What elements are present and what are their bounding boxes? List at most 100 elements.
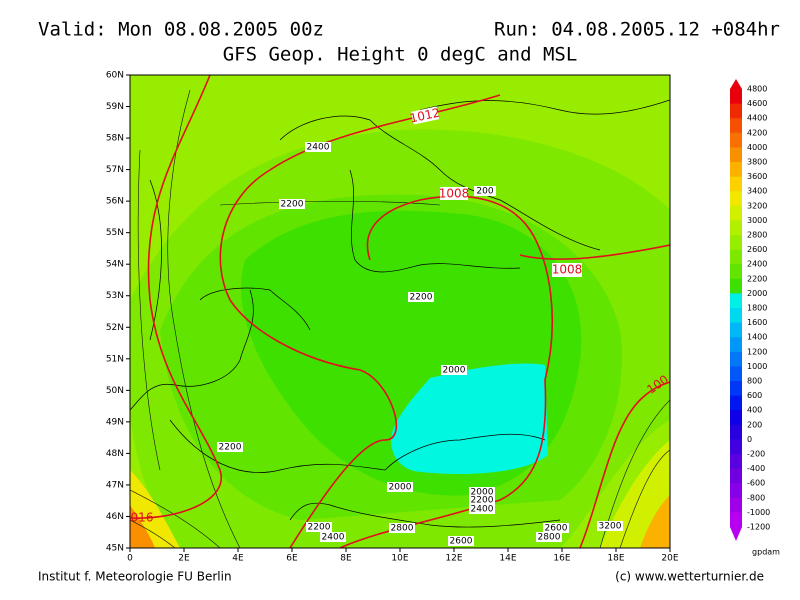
colorbar-label: 4000 xyxy=(747,143,767,152)
colorbar-label: 200 xyxy=(747,420,762,429)
height-label: 2200 xyxy=(219,443,242,453)
height-label: 2800 xyxy=(391,524,414,534)
colorbar-label: 400 xyxy=(747,406,762,415)
colorbar-segment xyxy=(730,235,742,251)
colorbar-segment xyxy=(730,483,742,499)
colorbar-label: 2000 xyxy=(747,289,767,298)
height-contours xyxy=(130,89,670,548)
coastlines xyxy=(130,99,670,528)
colorbar-segment xyxy=(730,337,742,353)
lon-label: 4E xyxy=(232,554,244,564)
colorbar-segment xyxy=(730,366,742,382)
label-box xyxy=(440,187,468,200)
colorbar-label: 1800 xyxy=(747,304,767,313)
colorbar-label: 3800 xyxy=(747,158,767,167)
height-label: 2400 xyxy=(307,143,330,153)
lat-label: 53N xyxy=(106,291,124,301)
height-label: 2400 xyxy=(471,505,494,515)
pressure-label: 1008 xyxy=(439,187,470,201)
lat-label: 48N xyxy=(106,449,124,459)
colorbar-segment xyxy=(730,395,742,411)
pressure-label: 016 xyxy=(131,511,154,525)
lon-label: 20E xyxy=(661,554,678,564)
colorbar-label: 3000 xyxy=(747,216,767,225)
lat-label: 60N xyxy=(106,71,124,81)
colorbar-segment xyxy=(730,293,742,309)
lon-label: 0 xyxy=(127,554,133,564)
colorbar-top-arrow xyxy=(730,79,742,89)
colorbar-segment xyxy=(730,497,742,513)
height-label-boxes xyxy=(217,142,623,546)
height-label: 2200 xyxy=(308,523,331,533)
lat-label: 57N xyxy=(106,165,124,175)
map-title: GFS Geop. Height 0 degC and MSL xyxy=(223,44,578,66)
lon-label: 6E xyxy=(286,554,298,564)
colorbar-segment xyxy=(730,322,742,338)
colorbar-label: 3600 xyxy=(747,172,767,181)
lat-label: 59N xyxy=(106,102,124,112)
colorbar-label: -1200 xyxy=(747,523,770,532)
height-label: 3200 xyxy=(599,522,622,532)
height-label: 2200 xyxy=(410,293,433,303)
height-label: 2600 xyxy=(545,524,568,534)
height-label: 200 xyxy=(476,187,493,197)
lon-label: 18E xyxy=(607,554,624,564)
lon-label: 14E xyxy=(499,554,516,564)
colorbar-segment xyxy=(730,454,742,470)
valid-time: Valid: Mon 08.08.2005 00z xyxy=(38,19,324,41)
colorbar-segment xyxy=(730,278,742,294)
height-label: 2600 xyxy=(450,537,473,547)
colorbar-label: 600 xyxy=(747,391,762,400)
height-label: 2000 xyxy=(443,366,466,376)
colorbar-label: 1400 xyxy=(747,333,767,342)
colorbar-unit: gpdam xyxy=(752,548,780,557)
height-label: 2000 xyxy=(471,488,494,498)
colorbar-label: 1200 xyxy=(747,347,767,356)
colorbar-segment xyxy=(730,264,742,280)
colorbar-label: -200 xyxy=(747,450,765,459)
lat-label: 45N xyxy=(106,544,124,554)
colorbar-segment xyxy=(730,147,742,163)
footer-copyright: (c) www.wetterturnier.de xyxy=(615,570,764,584)
lat-label: 52N xyxy=(106,323,124,333)
pressure-label: 1012 xyxy=(409,105,442,125)
colorbar-segment xyxy=(730,351,742,367)
colorbar-label: 4200 xyxy=(747,128,767,137)
colorbar-segment xyxy=(730,381,742,397)
colorbar-segment xyxy=(730,249,742,265)
lat-label: 50N xyxy=(106,386,124,396)
colorbar-segment xyxy=(730,162,742,178)
height-label: 2200 xyxy=(471,496,494,506)
colorbar-segment xyxy=(730,424,742,440)
lon-label: 2E xyxy=(178,554,190,564)
colorbar-segment xyxy=(730,308,742,324)
lon-label: 8E xyxy=(340,554,352,564)
lat-label: 51N xyxy=(106,354,124,364)
colorbar-segment xyxy=(730,410,742,426)
lon-label: 16E xyxy=(553,554,570,564)
height-label: 2400 xyxy=(322,533,345,543)
colorbar-label: 2600 xyxy=(747,245,767,254)
field-hot-east xyxy=(640,495,670,548)
colorbar-label: 4800 xyxy=(747,85,767,94)
colorbar-label: 3400 xyxy=(747,187,767,196)
colorbar-segment xyxy=(730,220,742,236)
colorbar-label: 800 xyxy=(747,377,762,386)
label-box xyxy=(552,263,582,277)
lat-label: 47N xyxy=(106,480,124,490)
colorbar-label: -600 xyxy=(747,479,765,488)
colorbar-label: 2400 xyxy=(747,260,767,269)
colorbar-label: 3200 xyxy=(747,201,767,210)
field-1800 xyxy=(391,363,548,475)
pressure-label: 1008 xyxy=(552,263,583,277)
lat-label: 46N xyxy=(106,512,124,522)
colorbar-segment xyxy=(730,205,742,221)
colorbar-label: 0 xyxy=(747,435,752,444)
colorbar-label: -1000 xyxy=(747,508,770,517)
colorbar-segment xyxy=(730,176,742,192)
lat-label: 58N xyxy=(106,134,124,144)
lat-label: 54N xyxy=(106,260,124,270)
colorbar-segment xyxy=(730,118,742,134)
lon-label: 10E xyxy=(391,554,408,564)
